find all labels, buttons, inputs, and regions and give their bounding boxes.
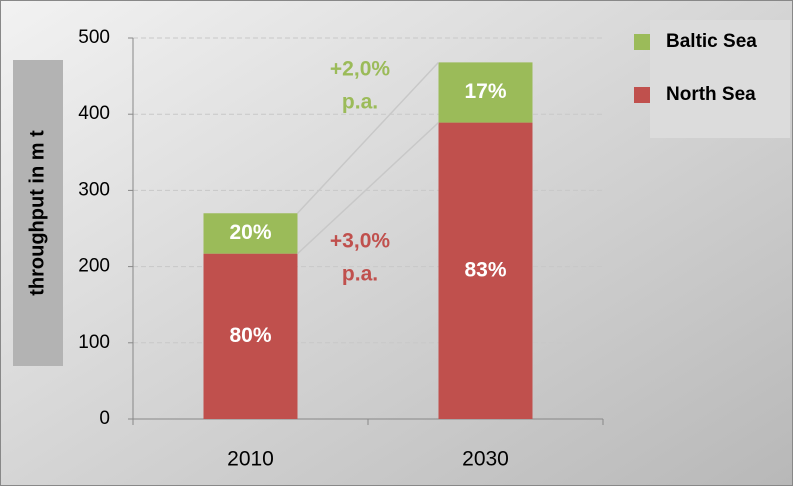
x-tick-label: 2030 [462, 448, 509, 471]
annotation: +3,0% [330, 230, 390, 253]
value-label: 80% [229, 324, 271, 347]
y-tick-label: 500 [78, 27, 110, 48]
bar-segment [438, 62, 533, 123]
annotation: p.a. [342, 263, 378, 286]
value-label: 83% [464, 258, 506, 281]
legend-box [650, 20, 790, 138]
growth-connector [296, 122, 440, 255]
bar-segment [438, 122, 533, 419]
y-tick-label: 400 [78, 103, 110, 124]
legend-label: Baltic Sea [666, 31, 757, 52]
y-axis-label: throughput in m t [26, 130, 48, 296]
y-tick-label: 0 [99, 408, 110, 429]
legend-swatch [634, 87, 650, 103]
growth-connector [296, 61, 440, 214]
annotation: +2,0% [330, 58, 390, 81]
bar-segment [203, 253, 298, 419]
x-tick-label: 2010 [227, 448, 274, 471]
y-tick-label: 300 [78, 179, 110, 200]
y-tick-label: 200 [78, 256, 110, 277]
annotation: p.a. [342, 91, 378, 114]
y-label-box [13, 60, 63, 366]
bar-segment [203, 213, 298, 254]
legend-swatch [634, 34, 650, 50]
legend-label: North Sea [666, 84, 756, 105]
value-label: 20% [229, 221, 271, 244]
y-tick-label: 100 [78, 332, 110, 353]
value-label: 17% [464, 80, 506, 103]
